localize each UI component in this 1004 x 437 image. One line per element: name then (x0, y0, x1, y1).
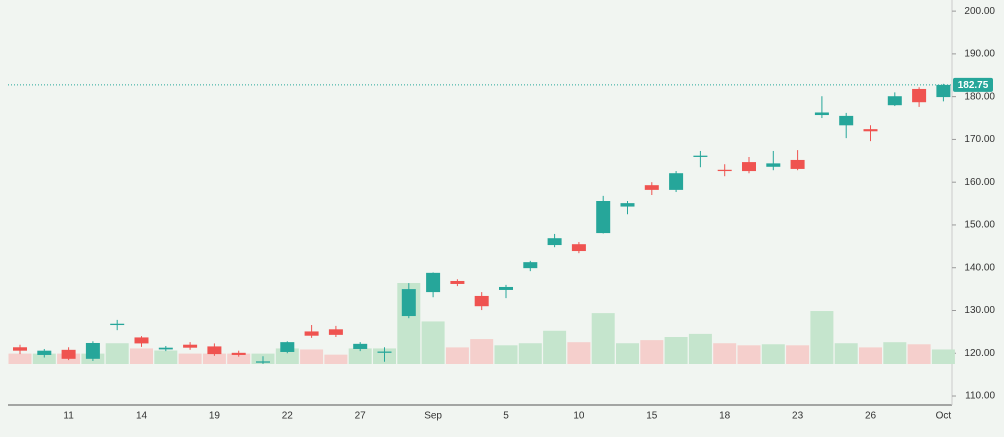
x-tick-label: 27 (355, 411, 367, 422)
y-tick-label: 140.00 (964, 262, 995, 273)
volume-bar (105, 343, 129, 364)
volume-bar (130, 348, 153, 364)
y-tick-label: 180.00 (964, 91, 995, 102)
x-tick-label: 15 (646, 411, 658, 422)
volume-bar (931, 349, 955, 364)
candle-body (596, 201, 611, 234)
candle-body (547, 238, 562, 246)
last-price-label: 182.75 (958, 80, 989, 91)
x-tick-label: 19 (209, 411, 221, 422)
x-tick-label: 11 (63, 411, 74, 422)
volume-bar (445, 347, 469, 364)
volume-bar (8, 353, 32, 364)
candle-body (183, 344, 198, 348)
y-tick-label: 160.00 (964, 177, 995, 188)
volume-bar (324, 354, 348, 364)
volume-bar (494, 345, 518, 364)
candle-body (353, 343, 368, 349)
candle-body (766, 163, 781, 167)
volume-bar (640, 340, 664, 364)
y-tick-label: 200.00 (964, 6, 995, 17)
volume-bar (859, 347, 882, 364)
candle-body (790, 159, 805, 169)
x-tick-label: 18 (719, 411, 731, 422)
volume-bar (227, 353, 251, 364)
candle-body (280, 342, 295, 352)
volume-bar (178, 353, 202, 364)
candle-body (644, 185, 659, 190)
volume-bar (688, 333, 712, 364)
candle-body (912, 88, 927, 103)
candle-body (887, 96, 902, 106)
candle-body (936, 84, 951, 98)
volume-bar (470, 339, 494, 364)
volume-bar (202, 353, 226, 364)
volume-bar (348, 348, 372, 364)
x-tick-label: 10 (573, 411, 585, 422)
y-tick-label: 110.00 (965, 391, 995, 402)
candle-body (134, 337, 149, 344)
candle-body (37, 350, 52, 355)
candle-body (839, 115, 854, 126)
candle-body (377, 351, 392, 353)
volume-bar (737, 345, 761, 364)
volume-bar (616, 343, 639, 364)
candle-body (863, 129, 878, 132)
candle-body (450, 280, 465, 284)
candle-body (61, 349, 76, 359)
volume-bar (786, 345, 810, 364)
volume-bar (567, 342, 591, 364)
x-tick-label: 22 (282, 411, 294, 422)
y-tick-label: 190.00 (964, 49, 995, 60)
candle-body (13, 347, 27, 351)
candle-body (571, 244, 586, 252)
candle-body (499, 286, 513, 290)
volume-bar (32, 353, 56, 364)
y-tick-label: 130.00 (964, 305, 995, 316)
volume-bar (154, 350, 178, 364)
candle-body (110, 323, 125, 326)
candle-body (693, 155, 708, 157)
volume-bar (518, 343, 542, 364)
volume-bar (591, 313, 615, 364)
volume-bar (664, 337, 688, 364)
y-tick-label: 150.00 (964, 220, 995, 231)
x-tick-label: Sep (424, 411, 442, 422)
candle-body (231, 352, 246, 355)
candle-body (474, 295, 489, 307)
x-tick-label: 23 (792, 411, 804, 422)
volume-bar (883, 342, 907, 364)
y-tick-label: 120.00 (964, 348, 995, 359)
candle-body (669, 173, 684, 190)
x-tick-label: Oct (936, 411, 952, 422)
volume-bar (810, 311, 834, 364)
candle-body (426, 272, 441, 293)
candle-body (304, 331, 319, 336)
volume-bar (543, 330, 567, 364)
candle-body (85, 342, 100, 359)
x-tick-label: 5 (503, 411, 509, 422)
x-tick-label: 26 (865, 411, 877, 422)
candle-body (742, 162, 756, 172)
candle-body (328, 329, 343, 335)
last-price-box (953, 77, 993, 92)
candle-body (256, 361, 270, 363)
x-tick-label: 14 (136, 411, 148, 422)
candle-body (620, 203, 635, 207)
candle-body (158, 347, 173, 350)
y-tick-label: 170.00 (964, 134, 995, 145)
candle-body (814, 112, 829, 116)
candle-body (717, 169, 732, 172)
volume-bar (275, 348, 299, 364)
volume-bar (907, 344, 931, 364)
volume-bar (300, 349, 324, 364)
volume-bar (834, 343, 858, 364)
volume-bar (713, 343, 737, 364)
candle-body (523, 262, 538, 269)
volume-bar (761, 344, 785, 364)
volume-bar (421, 321, 445, 364)
candle-body (207, 346, 222, 355)
candle-body (401, 289, 416, 317)
